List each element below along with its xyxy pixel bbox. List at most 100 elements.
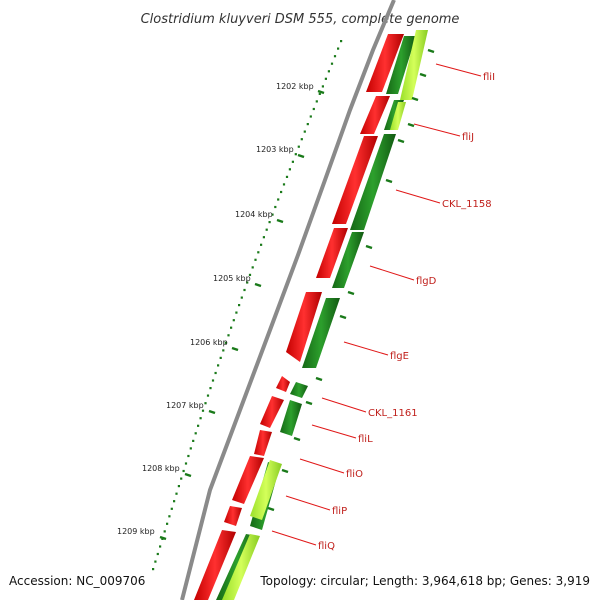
highlight-track-upper xyxy=(400,30,428,100)
scale-dot xyxy=(238,304,241,307)
leader-line-fliQ xyxy=(271,530,317,546)
gene-label-fliQ[interactable]: fliQ xyxy=(318,541,335,552)
gene-CKL_1161-reverse[interactable] xyxy=(290,382,308,398)
scale-tick xyxy=(159,535,167,541)
scale-dot xyxy=(180,477,183,480)
gene-next-arrow[interactable] xyxy=(194,530,236,600)
feature-mark xyxy=(385,178,393,184)
feature-mark xyxy=(339,314,347,320)
gene-CKL_1158-arrow[interactable] xyxy=(332,136,378,224)
scale-dot xyxy=(187,454,190,458)
gene-flgD-reverse[interactable] xyxy=(332,232,364,288)
gene-label-CKL_1161[interactable]: CKL_1161 xyxy=(368,408,418,419)
scale-tick xyxy=(184,472,192,478)
gene-label-fliJ[interactable]: fliJ xyxy=(462,132,474,143)
tick-label: 1202 kbp xyxy=(276,82,314,91)
scale-dot xyxy=(166,522,169,525)
scale-dot xyxy=(175,492,178,495)
gene-label-fliP[interactable]: fliP xyxy=(332,506,347,517)
scale-dot xyxy=(240,296,243,299)
leader-line-fliI xyxy=(435,63,482,77)
scale-dot xyxy=(300,138,303,141)
scale-dot xyxy=(251,266,254,269)
feature-mark xyxy=(347,290,355,296)
gene-fliJ-arrow[interactable] xyxy=(360,96,390,134)
highlight-tracks xyxy=(222,30,428,600)
tick-label: 1209 kbp xyxy=(117,527,155,536)
scale-dot xyxy=(222,349,225,352)
tick-label: 1204 kbp xyxy=(235,210,273,219)
gene-fliO-arrow[interactable] xyxy=(254,430,272,456)
reverse-strand-genes xyxy=(216,36,416,600)
scale-dot xyxy=(303,130,306,133)
gene-CKL_1158-reverse[interactable] xyxy=(350,134,396,230)
scale-dot xyxy=(232,319,235,322)
scale-dot xyxy=(201,409,205,412)
gene-CKL_1161-arrow[interactable] xyxy=(276,376,290,392)
leader-line-fliP xyxy=(285,495,331,511)
feature-mark xyxy=(281,468,289,474)
scale-dot xyxy=(294,153,297,156)
feature-mark xyxy=(427,48,435,54)
scale-dot-arc xyxy=(152,40,343,571)
scale-dot xyxy=(324,77,327,80)
feature-mark xyxy=(411,96,419,102)
scale-dot xyxy=(288,168,291,171)
gene-label-CKL_1158[interactable]: CKL_1158 xyxy=(442,199,492,210)
scale-tick xyxy=(297,153,305,159)
gene-fliI-reverse[interactable] xyxy=(386,36,416,94)
scale-dot xyxy=(192,439,195,442)
scale-dot xyxy=(271,213,274,216)
tick-label: 1206 kbp xyxy=(190,338,228,347)
gene-flgE-reverse[interactable] xyxy=(302,298,340,368)
forward-strand-genes xyxy=(194,34,404,600)
gene-fliQ-arrow[interactable] xyxy=(224,506,242,526)
scale-dot xyxy=(309,115,312,118)
highlight-track-bottom xyxy=(222,534,260,600)
gene-fliL-reverse[interactable] xyxy=(280,400,302,436)
leader-line-fliL xyxy=(311,424,357,439)
gene-fliP-arrow[interactable] xyxy=(232,456,264,504)
gene-flgE-arrow[interactable] xyxy=(286,292,322,362)
scale-dot xyxy=(318,92,321,95)
scale-dot xyxy=(184,462,188,465)
scale-dot xyxy=(173,500,176,503)
scale-tick-labels: 1202 kbp 1203 kbp 1204 kbp 1205 kbp 1206… xyxy=(117,82,314,536)
gene-label-fliL[interactable]: fliL xyxy=(358,434,373,445)
feature-mark xyxy=(407,122,415,128)
feature-mark xyxy=(315,376,323,382)
tick-label: 1208 kbp xyxy=(142,464,180,473)
scale-dot xyxy=(219,356,222,359)
scale-dot xyxy=(182,469,185,473)
feature-mark xyxy=(305,400,313,406)
scale-dot xyxy=(227,334,230,337)
scale-dot xyxy=(156,552,159,556)
leader-line-CKL_1161 xyxy=(321,397,367,413)
scale-dot xyxy=(333,55,337,58)
scale-dot xyxy=(321,85,324,88)
scale-dot xyxy=(246,281,249,284)
gene-fliL-arrow[interactable] xyxy=(260,396,284,428)
gene-label-fliO[interactable]: fliO xyxy=(346,469,363,480)
scale-dot xyxy=(235,311,238,314)
scale-dot xyxy=(168,515,171,518)
topology-text: Topology: circular; Length: 3,964,618 bp… xyxy=(259,574,590,588)
gene-flgD-arrow[interactable] xyxy=(316,228,348,278)
highlight-track-lower xyxy=(250,460,282,520)
scale-dot xyxy=(214,371,217,375)
gene-label-flgE[interactable]: flgE xyxy=(390,351,409,362)
scale-dot xyxy=(206,394,210,397)
gene-fliI-arrow[interactable] xyxy=(366,34,404,92)
scale-dot xyxy=(291,160,294,163)
gene-label-fliI[interactable]: fliI xyxy=(483,72,495,83)
scale-dot xyxy=(254,258,257,261)
tick-label: 1207 kbp xyxy=(166,401,204,410)
map-title: Clostridium kluyveri DSM 555, complete g… xyxy=(141,12,460,27)
leader-line-CKL_1158 xyxy=(395,189,441,204)
scale-dot xyxy=(327,70,330,73)
scale-dot xyxy=(230,326,233,329)
scale-dot xyxy=(199,417,202,420)
gene-label-flgD[interactable]: flgD xyxy=(416,276,437,287)
tick-label: 1203 kbp xyxy=(256,145,294,154)
